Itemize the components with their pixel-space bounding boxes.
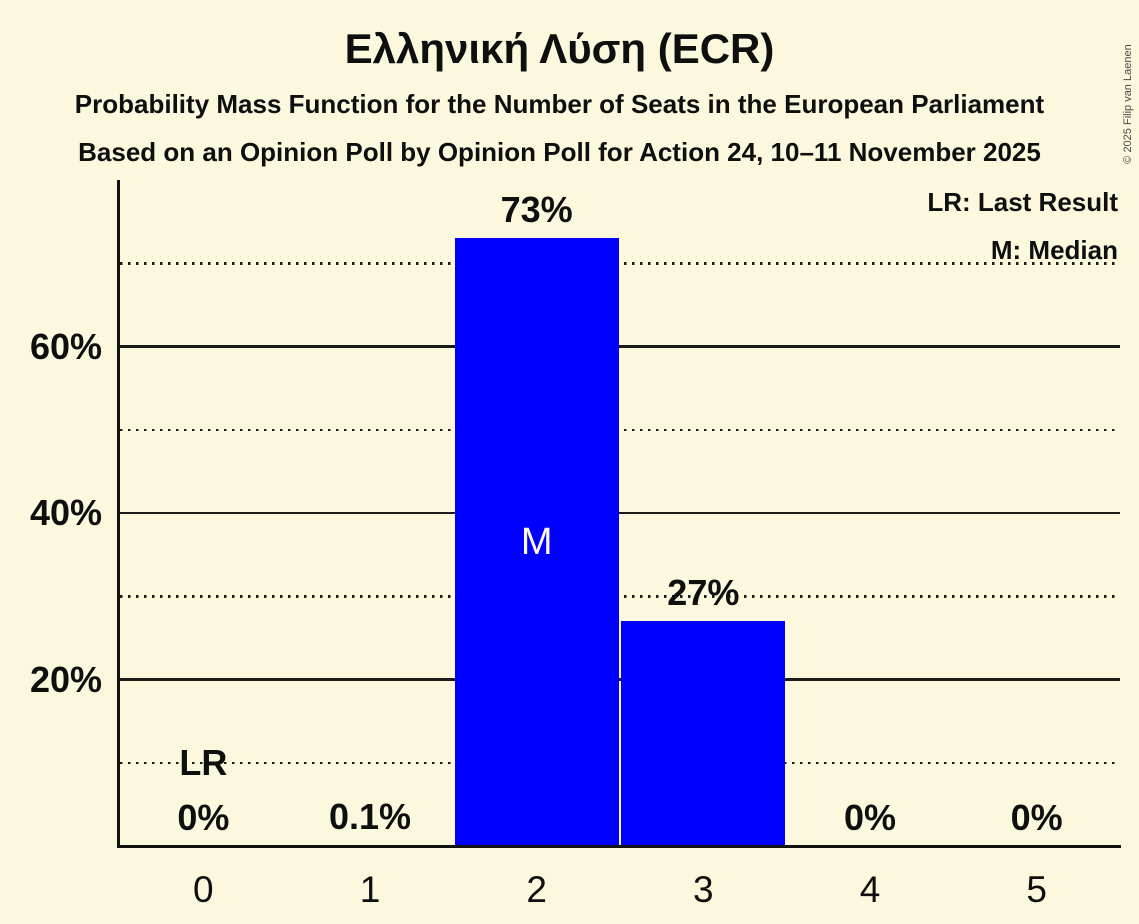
bar-value-label-1: 0.1% [328, 796, 412, 838]
median-marker: M [520, 521, 553, 564]
bar-value-label-5: 0% [1010, 797, 1063, 838]
last-result-marker: LR [179, 741, 228, 783]
gridline-minor-30 [120, 595, 1120, 598]
bar-value-label-3: 27% [667, 572, 740, 614]
x-tick-label-0: 0 [193, 869, 214, 910]
y-tick-label-60: 60% [29, 325, 102, 367]
legend-last-result: LR: Last Result [927, 187, 1118, 217]
x-axis-line [117, 845, 1121, 848]
bar-value-label-0: 0% [177, 797, 230, 838]
gridline-minor-10 [120, 761, 1120, 764]
plot-area: LR: Last Result M: Median 20% 40% 60% 0% 0 0.… [30, 178, 1121, 910]
chart-legend: LR: Last Result M: Median [927, 178, 1118, 274]
legend-median: M: Median [990, 235, 1118, 265]
chart-title: Ελληνική Λύση (ECR) [344, 25, 775, 72]
copyright-notice: © 2025 Filip van Laenen [1122, 44, 1134, 164]
x-tick-label-2: 2 [526, 869, 547, 910]
gridline-major-40 [120, 511, 1120, 515]
gridline-minor-70 [120, 262, 1120, 265]
y-axis-line [117, 180, 120, 848]
gridline-major-20 [120, 678, 1120, 681]
chart-subtitle-1: Probability Mass Function for the Number… [74, 89, 1045, 119]
x-tick-label-3: 3 [693, 869, 714, 910]
bar-seats-2 [454, 238, 619, 846]
x-tick-label-5: 5 [1026, 869, 1047, 910]
chart-subtitle-2: Based on an Opinion Poll by Opinion Poll… [78, 137, 1041, 167]
y-tick-label-20: 20% [29, 658, 102, 700]
bar-value-label-2: 73% [500, 189, 573, 231]
x-tick-label-4: 4 [859, 869, 881, 910]
gridline-major-60 [120, 345, 1120, 348]
y-tick-label-40: 40% [29, 492, 102, 533]
x-tick-label-1: 1 [359, 869, 381, 910]
gridline-minor-50 [120, 428, 1120, 431]
bar-value-label-4: 0% [843, 797, 896, 838]
bar-seats-3 [621, 621, 786, 846]
